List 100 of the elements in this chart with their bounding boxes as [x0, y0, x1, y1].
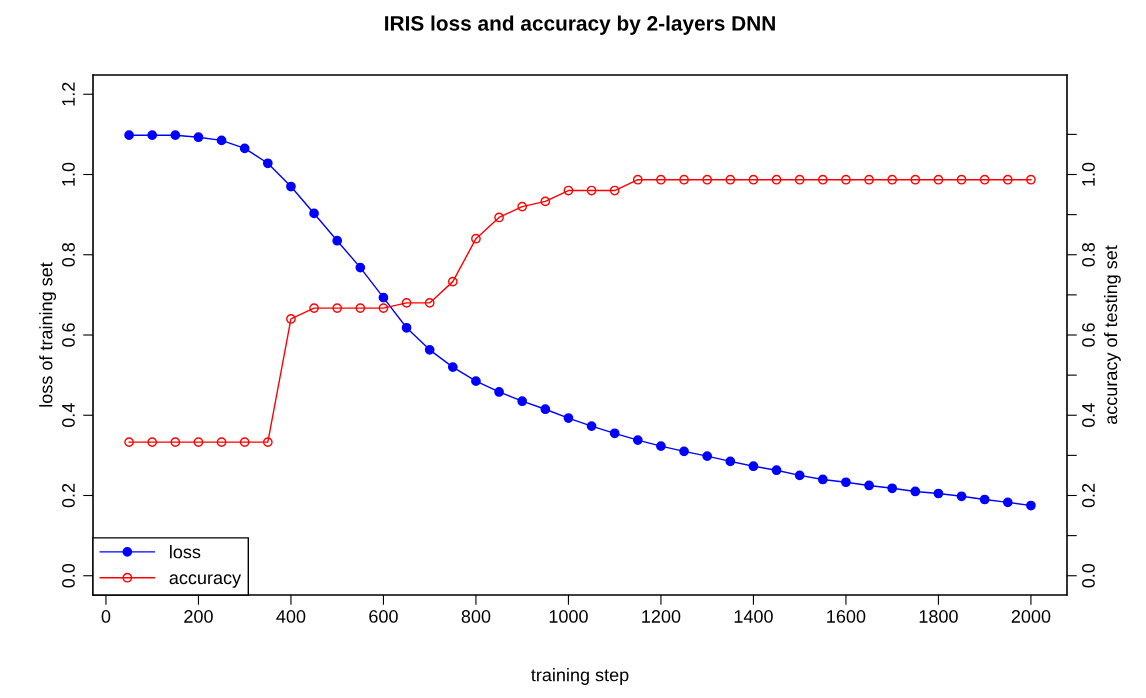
- point: [702, 174, 713, 185]
- point: [632, 174, 643, 185]
- point: [193, 132, 204, 143]
- point: [540, 404, 551, 415]
- point: [817, 174, 828, 185]
- point: [771, 174, 782, 185]
- y2-tick-label: 0.8: [1082, 242, 1095, 267]
- point: [956, 491, 967, 502]
- point: [748, 174, 759, 185]
- point: [679, 174, 689, 185]
- point: [748, 461, 759, 472]
- point: [401, 298, 412, 308]
- point: [910, 486, 921, 497]
- point: [517, 396, 528, 407]
- y-axis-title: loss of training set: [39, 262, 57, 407]
- point: [725, 174, 736, 185]
- point: [170, 130, 181, 141]
- y2-tick-label: 0.2: [1082, 483, 1095, 508]
- y2-tick-label: 1.0: [1082, 162, 1095, 186]
- point: [956, 174, 967, 185]
- point: [864, 480, 874, 491]
- point: [1002, 497, 1013, 508]
- point: [147, 437, 158, 447]
- point: [424, 344, 435, 355]
- x-tick-label: 1600: [827, 610, 866, 623]
- y-tick-label: 0.2: [62, 483, 75, 508]
- point: [355, 303, 366, 313]
- point: [887, 483, 898, 494]
- x-tick-label: 200: [184, 610, 213, 623]
- point: [771, 465, 782, 476]
- point: [193, 437, 204, 447]
- chart-title: IRIS loss and accuracy by 2-layers DNN: [385, 15, 775, 35]
- point: [841, 174, 851, 185]
- point: [794, 174, 805, 185]
- point: [933, 488, 944, 499]
- point: [447, 276, 458, 287]
- point: [609, 185, 620, 196]
- x-tick-label: 400: [276, 610, 306, 623]
- point: [864, 174, 874, 185]
- y-tick-label: 0.8: [62, 242, 75, 267]
- y-tick-label: 1.2: [62, 82, 75, 106]
- point: [933, 174, 944, 185]
- point: [494, 212, 504, 223]
- y2-axis-title: accuracy of testing set: [1103, 245, 1121, 425]
- point: [378, 292, 389, 303]
- x-tick-label: 1400: [734, 610, 773, 623]
- x-tick-label: 1000: [549, 610, 588, 623]
- point: [239, 437, 250, 447]
- point: [216, 437, 227, 447]
- point: [725, 456, 736, 467]
- point: [170, 437, 181, 447]
- point: [817, 474, 828, 485]
- point: [1026, 174, 1036, 185]
- point: [471, 376, 481, 387]
- point: [262, 158, 273, 169]
- y2-tick-label: 0.4: [1082, 403, 1095, 428]
- legend-label: loss: [170, 545, 201, 559]
- point: [540, 196, 551, 207]
- legend-label: accuracy: [169, 574, 242, 588]
- y2-tick-label: 0.6: [1082, 323, 1095, 347]
- x-tick-label: 800: [461, 610, 491, 623]
- point: [262, 437, 273, 447]
- point: [216, 135, 227, 146]
- point: [471, 233, 481, 244]
- point: [309, 303, 319, 313]
- point: [887, 174, 898, 185]
- point: [656, 441, 666, 452]
- y-tick-label: 0.0: [62, 563, 75, 588]
- point: [494, 387, 504, 397]
- point: [309, 208, 319, 219]
- x-tick-label: 1800: [919, 610, 958, 623]
- point: [1002, 174, 1013, 185]
- point: [286, 181, 296, 192]
- point: [1026, 500, 1036, 511]
- point: [239, 143, 250, 154]
- point: [979, 494, 990, 505]
- y-tick-label: 1.0: [62, 162, 75, 186]
- point: [447, 362, 458, 372]
- point: [355, 262, 366, 273]
- point: [517, 201, 528, 212]
- x-axis-title: training step: [531, 668, 629, 685]
- x-tick-label: 0: [101, 610, 111, 623]
- point: [702, 451, 713, 462]
- point: [979, 174, 990, 185]
- x-tick-label: 600: [369, 610, 398, 623]
- y-tick-label: 0.6: [62, 323, 75, 347]
- x-tick-label: 1200: [642, 610, 681, 623]
- point: [794, 470, 805, 481]
- point: [910, 174, 921, 185]
- point: [841, 477, 851, 488]
- point: [378, 303, 389, 313]
- x-tick-label: 2000: [1011, 610, 1051, 623]
- y-tick-label: 0.4: [62, 403, 75, 428]
- point: [586, 421, 597, 431]
- point: [632, 435, 643, 445]
- point: [286, 314, 296, 324]
- point: [332, 235, 343, 246]
- point: [563, 413, 574, 423]
- point: [332, 303, 343, 313]
- y2-tick-label: 0.0: [1082, 563, 1095, 588]
